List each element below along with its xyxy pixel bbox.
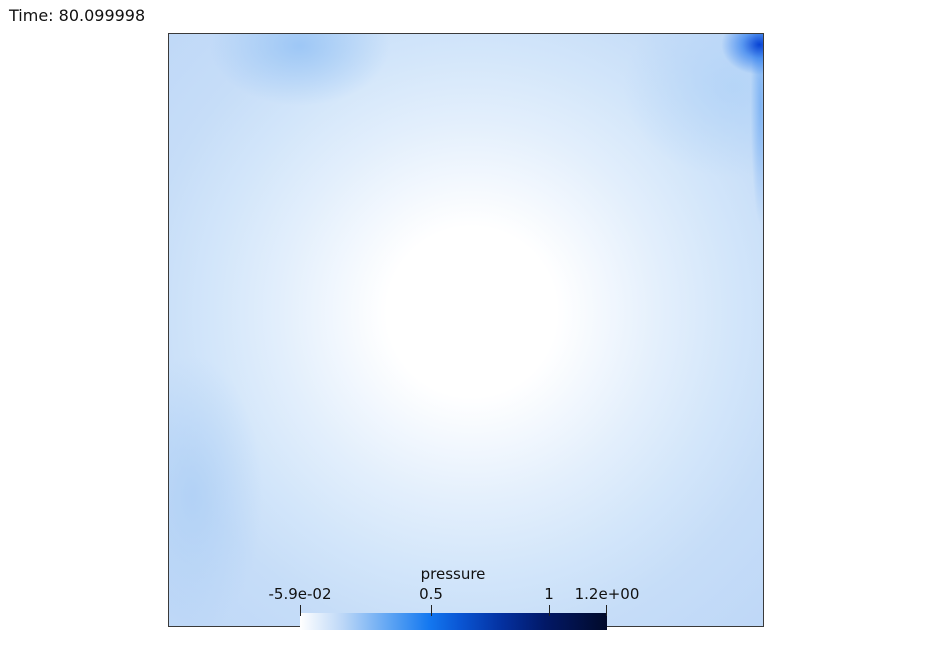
colorbar-title: pressure [420,565,486,583]
colorbar-tick-min-label: -5.9e-02 [268,585,332,603]
colorbar-tick-0-5-mark [431,605,432,616]
colorbar-tick-max-label: 1.2e+00 [574,585,640,603]
colorbar-tick-1-label: 1 [544,585,554,603]
colorbar-tick-max-mark [606,605,607,616]
pressure-field-plot [168,33,764,627]
time-label: Time: 80.099998 [9,6,146,25]
colorbar-tick-min-mark [300,605,301,616]
pressure-colorbar [300,613,607,630]
colorbar-tick-0-5-label: 0.5 [419,585,443,603]
colorbar-tick-1-mark [549,605,550,616]
